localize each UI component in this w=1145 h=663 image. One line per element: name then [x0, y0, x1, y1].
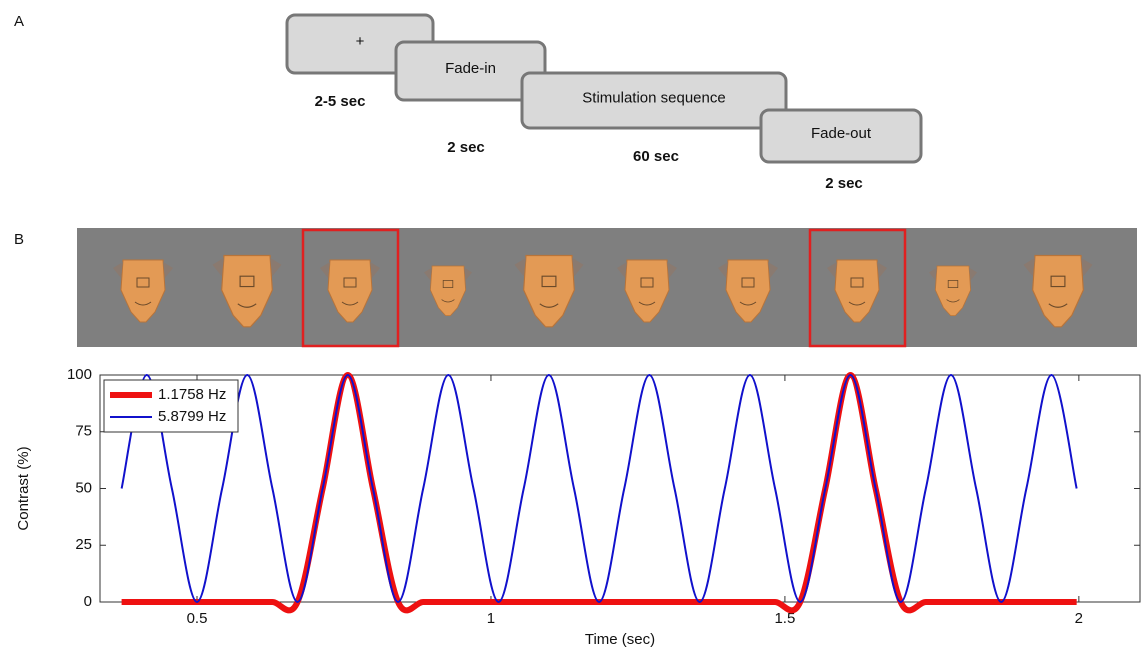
plot-area — [99, 374, 1141, 603]
face-ear — [464, 267, 472, 281]
timeline-duration: 60 sec — [633, 148, 679, 165]
face-feature — [1050, 275, 1066, 288]
face-head — [624, 259, 670, 323]
face-head — [834, 259, 880, 323]
face-mouth — [341, 301, 359, 306]
face-mouth — [539, 303, 559, 308]
face-ear — [718, 262, 728, 278]
face-head — [1032, 254, 1084, 328]
timeline-duration: 2 sec — [447, 139, 485, 156]
panel-label: B — [14, 231, 24, 248]
face-feature — [850, 277, 864, 288]
face-ear — [827, 262, 837, 278]
face-ear — [667, 262, 677, 278]
timeline-box — [759, 108, 923, 164]
face-mouth — [441, 299, 455, 303]
face-feature — [136, 277, 150, 288]
timeline-box — [520, 71, 788, 130]
face-head — [327, 259, 373, 323]
face-image — [617, 259, 677, 323]
face-ear — [113, 262, 123, 278]
face-feature — [947, 279, 959, 288]
face-ear — [929, 267, 937, 281]
face-feature — [741, 277, 755, 288]
face-image — [514, 254, 584, 328]
y-tick-label: 50 — [75, 479, 92, 496]
timeline-duration: 2-5 sec — [315, 93, 366, 110]
face-ear — [270, 257, 282, 277]
face-ear — [1023, 257, 1035, 277]
y-tick-label: 75 — [75, 423, 92, 440]
face-image — [113, 259, 173, 323]
face-feature — [343, 277, 357, 288]
y-tick-label: 25 — [75, 536, 92, 553]
data-line — [120, 373, 1078, 604]
face-ear — [514, 257, 526, 277]
x-axis-label: Time (sec) — [585, 631, 655, 648]
face-feature — [640, 277, 654, 288]
face-ear — [969, 267, 977, 281]
face-feature — [541, 275, 557, 288]
face-image — [718, 259, 778, 323]
face-head — [523, 254, 575, 328]
x-tick-label: 0.5 — [187, 610, 208, 627]
face-mouth — [946, 299, 960, 303]
face-feature — [442, 279, 454, 288]
face-head — [934, 265, 972, 317]
legend-label: 1.1758 Hz — [158, 386, 226, 403]
timeline-label: + — [356, 33, 365, 50]
face-head — [725, 259, 771, 323]
face-feature — [239, 275, 255, 288]
face-image — [320, 259, 380, 323]
face-ear — [1081, 257, 1093, 277]
face-image — [212, 254, 282, 328]
timeline-label: Fade-in — [445, 60, 496, 77]
face-mouth — [237, 303, 257, 308]
timeline-label: Stimulation sequence — [582, 89, 725, 106]
legend: 1.1758 Hz 5.8799 Hz — [103, 379, 239, 433]
timeline-label: Fade-out — [811, 125, 872, 142]
legend-box — [103, 379, 239, 433]
face-mouth — [638, 301, 656, 306]
face-ear — [320, 262, 330, 278]
y-tick-label: 100 — [67, 366, 92, 383]
timeline-box — [394, 40, 547, 102]
face-mouth — [739, 301, 757, 306]
face-ear — [163, 262, 173, 278]
y-tick-label: 0 — [84, 593, 92, 610]
face-image — [827, 259, 887, 323]
face-ear — [370, 262, 380, 278]
face-ear — [424, 267, 432, 281]
face-ear — [212, 257, 224, 277]
face-head — [221, 254, 273, 328]
x-tick-label: 1.5 — [774, 610, 795, 627]
face-head — [429, 265, 467, 317]
face-ear — [572, 257, 584, 277]
panel-label: A — [14, 13, 24, 30]
face-image — [1023, 254, 1093, 328]
face-image — [929, 265, 977, 317]
legend-label: 5.8799 Hz — [158, 408, 226, 425]
y-axis-label: Contrast (%) — [15, 446, 32, 530]
face-ear — [617, 262, 627, 278]
timeline-duration: 2 sec — [825, 175, 863, 192]
x-tick-label: 1 — [487, 610, 495, 627]
face-head — [120, 259, 166, 323]
face-ear — [877, 262, 887, 278]
face-mouth — [1048, 303, 1068, 308]
face-image — [424, 265, 472, 317]
face-mouth — [848, 301, 866, 306]
highlight-box — [808, 228, 907, 348]
x-tick-label: 2 — [1075, 610, 1083, 627]
face-mouth — [134, 301, 152, 306]
highlight-box — [301, 228, 400, 348]
face-ear — [768, 262, 778, 278]
